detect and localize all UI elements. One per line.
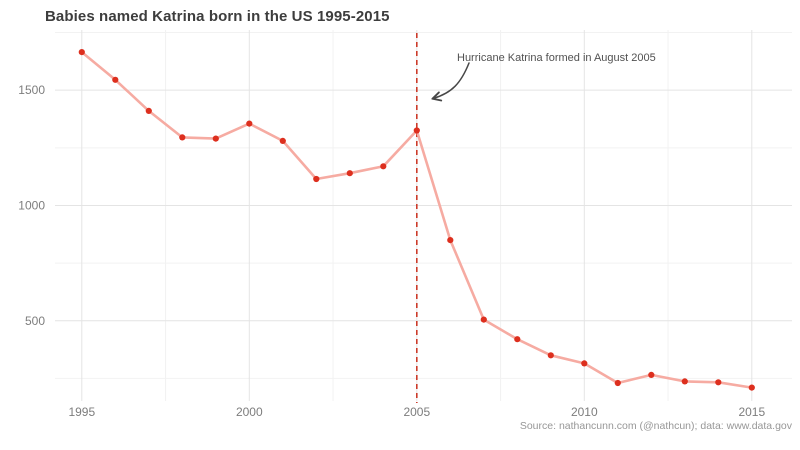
data-point bbox=[145, 107, 152, 114]
y-tick-label: 500 bbox=[25, 314, 45, 328]
grid-minor bbox=[55, 30, 792, 401]
data-point bbox=[179, 134, 186, 141]
data-point bbox=[614, 379, 621, 387]
data-point bbox=[480, 316, 487, 323]
data-point bbox=[279, 137, 286, 144]
data-point bbox=[380, 163, 387, 170]
x-tick-label: 2005 bbox=[403, 405, 430, 419]
data-point bbox=[413, 127, 420, 134]
x-tick-label: 1995 bbox=[68, 405, 95, 419]
data-point bbox=[547, 352, 554, 359]
chart-title: Babies named Katrina born in the US 1995… bbox=[45, 8, 390, 25]
katrina-series bbox=[78, 49, 755, 391]
data-point bbox=[313, 175, 320, 183]
data-point bbox=[246, 120, 253, 127]
x-tick-label: 2000 bbox=[236, 405, 263, 419]
data-point bbox=[581, 360, 588, 367]
x-tick-label: 2015 bbox=[738, 405, 765, 419]
y-axis-labels: 500 1000 1500 bbox=[18, 83, 45, 328]
x-tick-label: 2010 bbox=[571, 405, 598, 419]
source-caption: Source: nathancunn.com (@nathcun); data:… bbox=[519, 420, 792, 432]
y-tick-label: 1000 bbox=[18, 198, 45, 212]
data-point bbox=[447, 237, 454, 244]
grid-major bbox=[55, 30, 792, 401]
data-point bbox=[212, 135, 219, 142]
y-tick-label: 1500 bbox=[18, 83, 45, 97]
data-point bbox=[748, 384, 755, 391]
data-point bbox=[112, 76, 119, 83]
data-point bbox=[715, 379, 722, 386]
annotation-arrow bbox=[433, 62, 470, 99]
data-point bbox=[346, 170, 353, 177]
data-point bbox=[648, 371, 655, 378]
annotation-text: Hurricane Katrina formed in August 2005 bbox=[457, 52, 656, 64]
x-axis-labels: 1995 2000 2005 2010 2015 bbox=[68, 405, 765, 419]
data-point bbox=[78, 49, 85, 56]
data-point bbox=[514, 336, 521, 343]
data-point bbox=[681, 378, 688, 385]
